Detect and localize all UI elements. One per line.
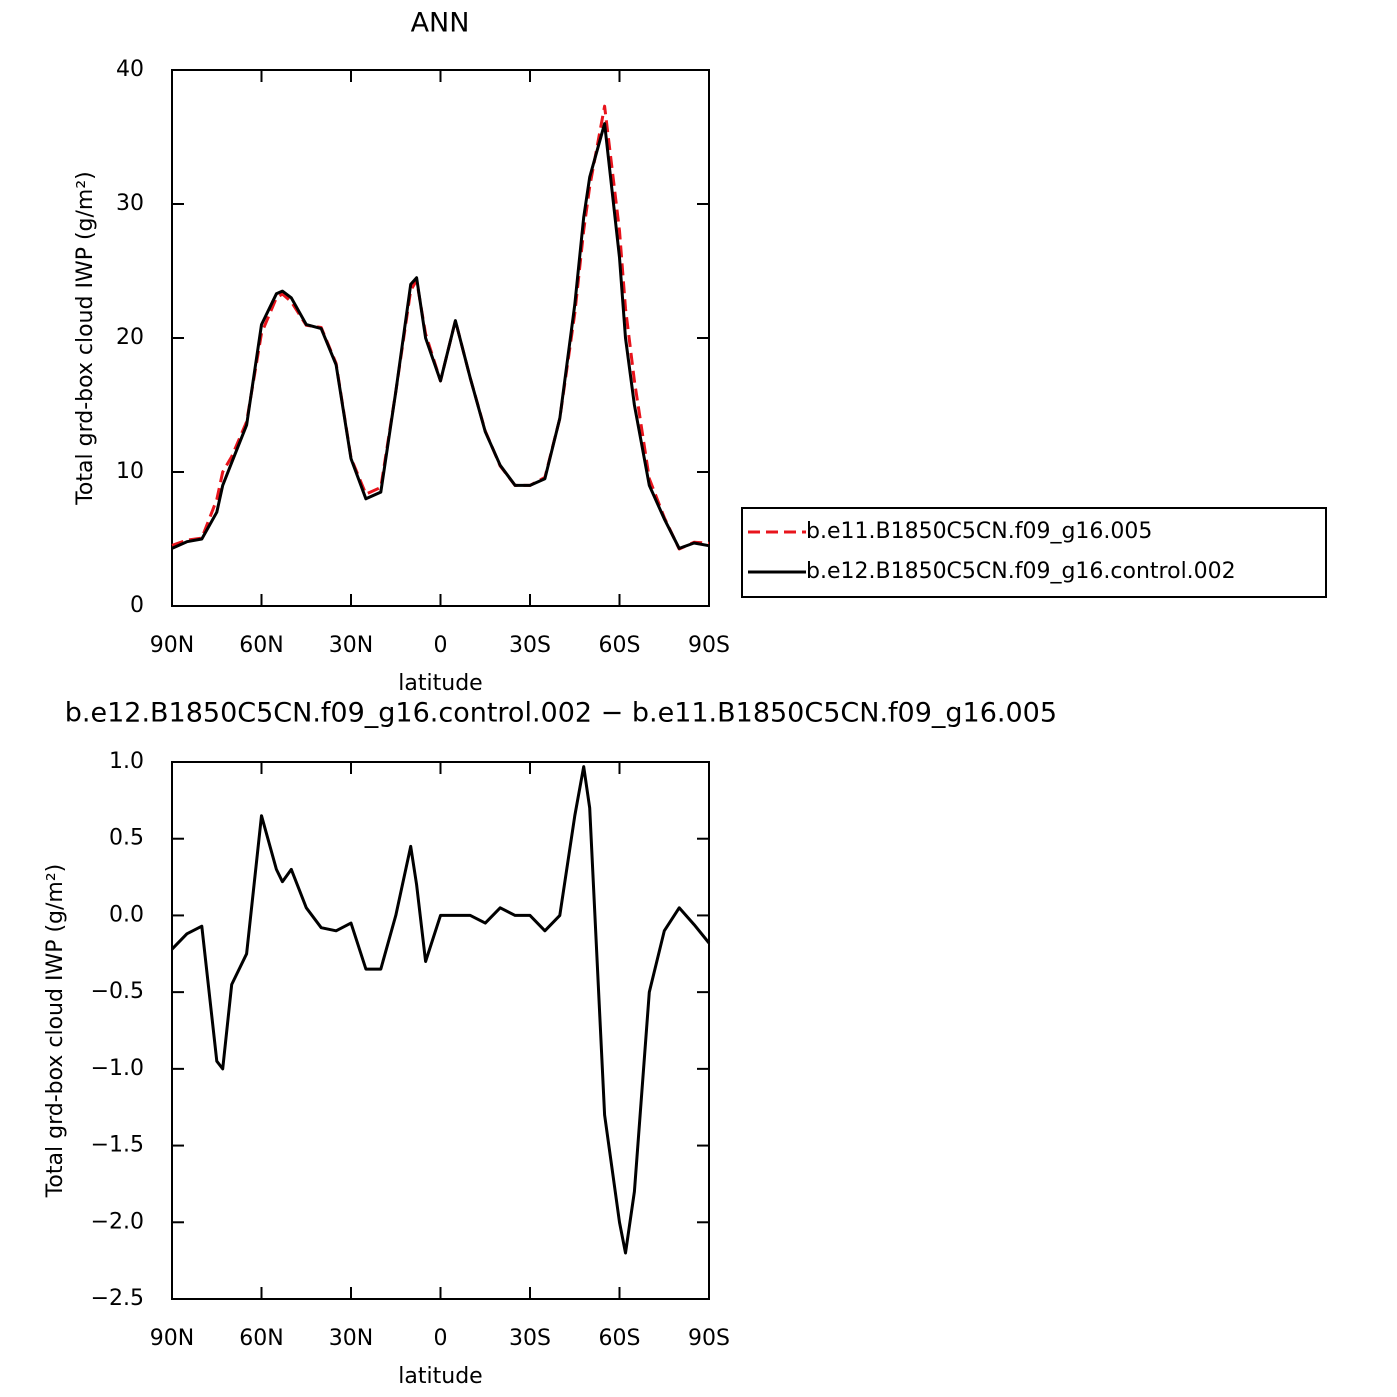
x-tick-label: 30S <box>509 1326 551 1351</box>
y-tick-label: −0.5 <box>91 979 144 1004</box>
x-tick-label: 90S <box>688 1326 730 1351</box>
x-tick-label: 60N <box>239 633 283 658</box>
y-tick-label: −1.5 <box>91 1133 144 1158</box>
y-tick-label: −2.0 <box>91 1209 144 1234</box>
x-tick-label: 60S <box>599 1326 641 1351</box>
x-tick-label: 90N <box>150 1326 194 1351</box>
x-tick-label: 60N <box>239 1326 283 1351</box>
x-tick-label: 0 <box>434 633 448 658</box>
y-axis-label: Total grd-box cloud IWP (g/m²) <box>73 171 98 506</box>
x-tick-label: 60S <box>599 633 641 658</box>
legend-box <box>741 507 1327 598</box>
x-tick-label: 0 <box>434 1326 448 1351</box>
data-line <box>171 104 710 551</box>
x-tick-label: 30S <box>509 633 551 658</box>
x-tick-label: 90S <box>688 633 730 658</box>
plot-frame <box>171 761 710 1300</box>
y-tick-label: 0 <box>130 593 144 618</box>
y-tick-label: 30 <box>116 191 144 216</box>
y-tick-label: −2.5 <box>91 1286 144 1311</box>
data-line <box>170 765 711 1255</box>
y-tick-label: 10 <box>116 459 144 484</box>
y-tick-label: 20 <box>116 325 144 350</box>
y-tick-label: 0.5 <box>109 826 144 851</box>
x-tick-label: 30N <box>329 1326 373 1351</box>
y-tick-label: 1.0 <box>109 749 144 774</box>
x-axis-label: latitude <box>398 671 482 696</box>
legend-label: b.e12.B1850C5CN.f09_g16.control.002 <box>806 559 1236 584</box>
chart-title: b.e12.B1850C5CN.f09_g16.control.002 − b.… <box>65 698 1057 729</box>
y-axis-label: Total grd-box cloud IWP (g/m²) <box>43 864 68 1199</box>
data-line <box>171 122 710 550</box>
y-tick-label: −1.0 <box>91 1056 144 1081</box>
x-tick-label: 30N <box>329 633 373 658</box>
x-axis-label: latitude <box>398 1364 482 1389</box>
y-tick-label: 40 <box>116 57 144 82</box>
x-tick-label: 90N <box>150 633 194 658</box>
chart-title: ANN <box>411 8 470 39</box>
legend-label: b.e11.B1850C5CN.f09_g16.005 <box>806 519 1152 544</box>
y-tick-label: 0.0 <box>109 902 144 927</box>
